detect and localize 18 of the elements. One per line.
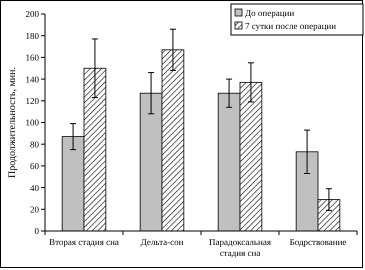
x-tick-label: Бодрствование <box>290 237 346 247</box>
y-tick-label: 0 <box>34 226 40 236</box>
y-tick-label: 140 <box>26 74 40 84</box>
y-tick-label: 180 <box>26 30 40 41</box>
y-tick-label: 20 <box>30 204 40 214</box>
y-tick-label: 100 <box>26 118 40 128</box>
y-tick-label: 160 <box>26 52 40 63</box>
y-tick-label: 40 <box>30 182 40 193</box>
x-tick-label: Вторая стадия сна <box>49 237 119 247</box>
y-axis-title: Продолжительность, мин. <box>7 66 18 178</box>
y-tick-label: 80 <box>30 139 40 150</box>
legend-label: До операции <box>245 8 294 18</box>
y-tick-label: 60 <box>30 161 40 172</box>
x-tick-label: Парадоксальная стадия сна <box>209 237 271 258</box>
legend-label: 7 сутки после операции <box>245 21 336 31</box>
y-tick-label: 120 <box>26 96 40 106</box>
y-tick-label: 200 <box>26 9 40 20</box>
x-tick-label: Дельта-сон <box>140 237 184 247</box>
